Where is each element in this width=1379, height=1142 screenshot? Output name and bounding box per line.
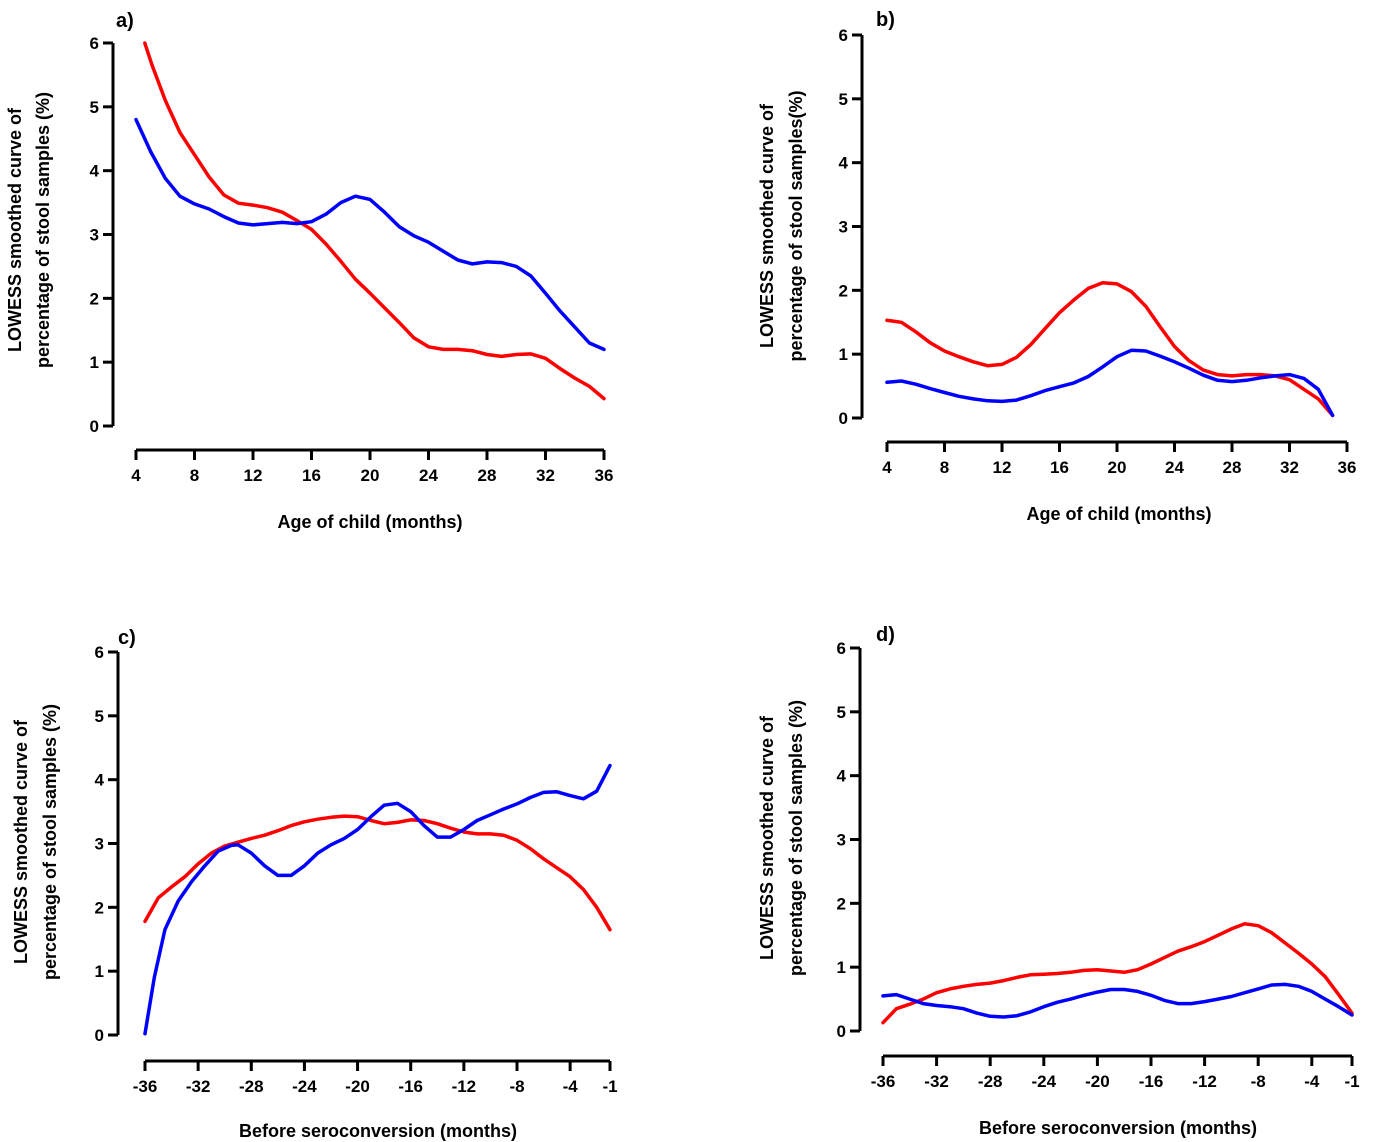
x-tick-label: 20	[1108, 458, 1127, 477]
x-tick-label: 28	[478, 466, 497, 485]
x-tick-label: -24	[292, 1077, 317, 1096]
x-tick-label: 24	[1165, 458, 1184, 477]
y-tick-label: 6	[837, 639, 846, 658]
y-axis-title-line: LOWESS smoothed curve of	[11, 719, 31, 964]
y-tick-label: 2	[837, 894, 846, 913]
y-tick-label: 1	[90, 353, 99, 372]
x-tick-label: 4	[131, 466, 141, 485]
y-axis-title-line: percentage of stool samples (%)	[33, 92, 53, 368]
x-tick-label: -16	[1139, 1072, 1164, 1091]
x-tick-label: 12	[993, 458, 1012, 477]
x-tick-label: -8	[1251, 1072, 1266, 1091]
series-line-red	[881, 922, 1354, 1025]
y-tick-label: 5	[90, 98, 99, 117]
x-axis-title: Before seroconversion (months)	[239, 1121, 517, 1141]
y-tick-label: 5	[839, 90, 848, 109]
x-tick-label: 32	[1280, 458, 1299, 477]
x-tick-label: 20	[361, 466, 380, 485]
x-tick-label: -28	[978, 1072, 1003, 1091]
series-line-red	[143, 41, 606, 401]
x-tick-label: -8	[509, 1077, 524, 1096]
x-tick-label: 8	[940, 458, 949, 477]
x-tick-label: 12	[244, 466, 263, 485]
y-tick-label: 0	[90, 417, 99, 436]
y-tick-label: 4	[839, 154, 849, 173]
y-tick-label: 3	[839, 218, 848, 237]
panel-label: c)	[118, 627, 136, 649]
y-tick-label: 0	[839, 409, 848, 428]
x-tick-label: 24	[419, 466, 438, 485]
x-tick-label: -4	[1304, 1072, 1320, 1091]
panel-label: a)	[116, 10, 134, 32]
y-tick-label: 1	[839, 345, 848, 364]
y-tick-label: 3	[837, 831, 846, 850]
y-tick-label: 1	[95, 962, 104, 981]
series-line-blue	[885, 348, 1335, 418]
y-axis-title-line: LOWESS smoothed curve of	[757, 103, 777, 348]
y-axis-title-line: LOWESS smoothed curve of	[5, 107, 25, 352]
x-tick-label: 16	[302, 466, 321, 485]
x-tick-label: -20	[345, 1077, 370, 1096]
x-tick-label: 28	[1223, 458, 1242, 477]
x-axis-title: Age of child (months)	[1027, 504, 1212, 524]
x-tick-label: -1	[1344, 1072, 1359, 1091]
x-tick-label: -36	[871, 1072, 896, 1091]
y-axis-title-line: LOWESS smoothed curve of	[757, 715, 777, 960]
y-tick-label: 2	[839, 281, 848, 300]
y-tick-label: 1	[837, 958, 846, 977]
x-tick-label: 4	[882, 458, 892, 477]
x-tick-label: 8	[190, 466, 199, 485]
x-tick-label: -28	[239, 1077, 264, 1096]
x-axis-title: Before seroconversion (months)	[979, 1118, 1257, 1138]
y-tick-label: 4	[837, 767, 847, 786]
y-tick-label: 6	[839, 26, 848, 45]
x-tick-label: 16	[1050, 458, 1069, 477]
x-tick-label: -36	[133, 1077, 158, 1096]
y-tick-label: 4	[90, 162, 100, 181]
y-axis-title-line: percentage of stool samples(%)	[786, 90, 806, 361]
x-tick-label: -24	[1032, 1072, 1057, 1091]
x-tick-label: 36	[1338, 458, 1357, 477]
x-tick-label: -16	[398, 1077, 423, 1096]
y-axis-title-line: percentage of stool samples (%)	[786, 700, 806, 976]
y-tick-label: 6	[90, 34, 99, 53]
x-tick-label: -12	[452, 1077, 477, 1096]
y-tick-label: 0	[837, 1022, 846, 1041]
x-tick-label: 32	[536, 466, 555, 485]
y-tick-label: 3	[95, 835, 104, 854]
chart-panel-3: d) 0 1 2 3 4 5 6 -36 -32 -28 -24 -20 -16 -12 -8 -4 -1 Befo…	[757, 624, 1360, 1138]
y-tick-label: 2	[90, 289, 99, 308]
x-tick-label: -4	[563, 1077, 579, 1096]
y-axis-title-line: percentage of stool samples (%)	[40, 704, 60, 980]
y-tick-label: 5	[95, 707, 104, 726]
y-tick-label: 6	[95, 643, 104, 662]
series-line-blue	[134, 117, 606, 352]
x-tick-label: -20	[1085, 1072, 1110, 1091]
y-tick-label: 3	[90, 226, 99, 245]
y-tick-label: 0	[95, 1026, 104, 1045]
x-tick-label: -12	[1192, 1072, 1217, 1091]
x-tick-label: 36	[595, 466, 614, 485]
y-tick-label: 5	[837, 703, 846, 722]
series-line-blue	[143, 763, 612, 1036]
x-tick-label: -1	[602, 1077, 617, 1096]
panel-label: b)	[876, 9, 895, 31]
x-tick-label: -32	[924, 1072, 949, 1091]
y-tick-label: 4	[95, 771, 105, 790]
series-line-red	[143, 814, 612, 932]
x-axis-title: Age of child (months)	[278, 512, 463, 532]
series-line-blue	[881, 982, 1354, 1019]
panel-label: d)	[876, 624, 895, 646]
x-tick-label: -32	[186, 1077, 211, 1096]
series-line-red	[885, 280, 1335, 418]
chart-panel-2: c) 0 1 2 3 4 5 6 -36 -32 -28 -24 -20 -16 -12 -8 -4 -1 Befo…	[11, 627, 618, 1141]
y-tick-label: 2	[95, 898, 104, 917]
